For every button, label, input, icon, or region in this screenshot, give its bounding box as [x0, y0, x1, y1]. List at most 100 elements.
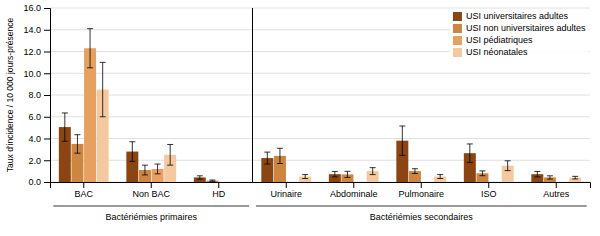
error-cap-low [209, 181, 215, 182]
error-cap-high [197, 175, 203, 176]
error-stem [90, 29, 91, 68]
error-cap-low [437, 178, 443, 179]
legend-swatch [453, 48, 462, 57]
error-cap-low [572, 178, 578, 179]
y-tick-mark [44, 160, 50, 161]
grid-line [50, 73, 590, 74]
error-cap-low [399, 155, 405, 156]
error-bar [155, 164, 161, 174]
error-stem [77, 135, 78, 153]
error-stem [279, 148, 280, 163]
error-cap-low [332, 176, 338, 177]
y-tick: 12.0 [23, 47, 50, 57]
error-cap-low [505, 170, 511, 171]
x-tick-mark [556, 182, 557, 188]
legend-item: USI non universitaires adultes [453, 23, 586, 33]
legend-item: USI pédiatriques [453, 35, 533, 45]
error-stem [132, 142, 133, 162]
y-tick-label: 6.0 [28, 112, 41, 122]
error-bar [534, 171, 540, 176]
y-axis-title: Taux d'incidence / 10 000 jours-présence [5, 18, 15, 173]
error-bar [129, 142, 135, 162]
error-bar [74, 135, 80, 153]
legend-item: USI néonatales [453, 47, 528, 57]
x-tick: HD [212, 182, 225, 199]
error-cap-low [534, 176, 540, 177]
y-tick-mark [44, 95, 50, 96]
error-cap-high [277, 148, 283, 149]
error-cap-low [62, 141, 68, 142]
x-tick-mark [286, 182, 287, 188]
error-cap-high [370, 167, 376, 168]
error-cap-low [100, 116, 106, 117]
error-bar [197, 176, 203, 179]
plot: BACNon BACHDUrinaireAbdominalePulmonaire… [23, 3, 590, 222]
series [84, 29, 163, 182]
error-bar [572, 176, 578, 179]
error-cap-high [155, 164, 161, 165]
error-stem [144, 165, 145, 175]
error-cap-high [412, 168, 418, 169]
error-stem [469, 144, 470, 162]
error-stem [267, 152, 268, 164]
group-label: Bactériémies secondaires [370, 212, 474, 222]
y-tick: 10.0 [23, 69, 50, 79]
error-cap-high [129, 141, 135, 142]
x-axis: BACNon BACHDUrinaireAbdominalePulmonaire… [51, 182, 591, 199]
error-bar [332, 171, 338, 176]
error-stem [440, 175, 441, 179]
x-tick: Autres [543, 182, 570, 199]
error-cap-high [572, 176, 578, 177]
bar [84, 48, 96, 182]
error-bar [412, 169, 418, 174]
y-tick: 14.0 [23, 25, 50, 35]
error-cap-high [209, 180, 215, 181]
error-bar [547, 176, 553, 179]
error-stem [482, 171, 483, 176]
legend-label: USI pédiatriques [466, 35, 533, 45]
y-tick-mark [44, 139, 50, 140]
y-tick-label: 10.0 [23, 69, 41, 79]
x-tick-label: Urinaire [270, 189, 302, 199]
error-cap-high [167, 144, 173, 145]
error-bar [209, 180, 215, 181]
error-cap-low [142, 174, 148, 175]
chart: BACNon BACHDUrinaireAbdominalePulmonaire… [0, 0, 600, 236]
y-tick-mark [44, 182, 50, 183]
error-stem [537, 171, 538, 176]
series [71, 135, 555, 182]
error-stem [170, 144, 171, 165]
legend-background [450, 9, 589, 61]
error-cap-high [534, 171, 540, 172]
x-tick: Abdominale [330, 182, 378, 199]
error-cap-low [277, 163, 283, 164]
y-tick-label: 4.0 [28, 134, 41, 144]
y-tick-mark [44, 30, 50, 31]
error-cap-high [87, 28, 93, 29]
x-tick: Urinaire [270, 182, 302, 199]
x-tick-label: HD [212, 189, 225, 199]
grid-line [50, 8, 590, 9]
y-tick-label: 14.0 [23, 25, 41, 35]
x-axis-line [51, 183, 591, 189]
error-bar [167, 144, 173, 165]
error-cap-low [74, 153, 80, 154]
error-bar [344, 171, 350, 177]
y-tick-label: 8.0 [28, 90, 41, 100]
error-bar [467, 144, 473, 162]
error-cap-low [167, 165, 173, 166]
error-cap-high [467, 143, 473, 144]
error-bar [87, 29, 93, 68]
legend-swatch [453, 36, 462, 45]
x-tick: BAC [74, 182, 93, 199]
error-bar [277, 148, 283, 163]
error-cap-low [264, 164, 270, 165]
error-cap-high [100, 62, 106, 63]
error-bar [479, 171, 485, 176]
group-separator [252, 8, 253, 182]
error-cap-low [155, 173, 161, 174]
error-stem [64, 113, 65, 141]
error-stem [157, 164, 158, 174]
x-tick-label: Non BAC [132, 189, 170, 199]
y-tick-label: 2.0 [28, 156, 41, 166]
